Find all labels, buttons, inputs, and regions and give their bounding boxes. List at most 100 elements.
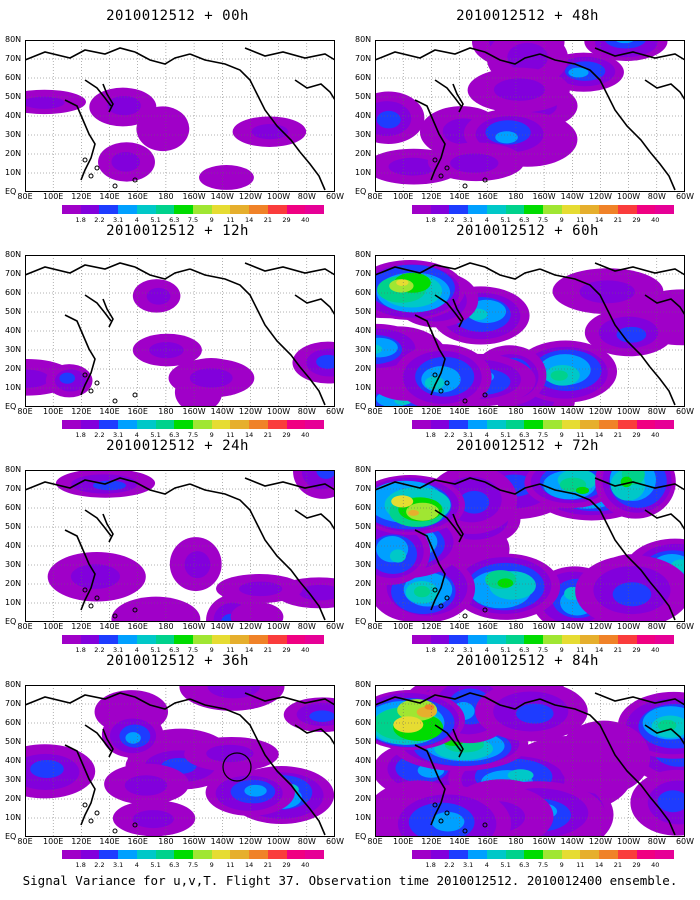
lat-tick-label: 30N (355, 345, 372, 354)
colorbar-label: 6.3 (169, 861, 180, 869)
map-plot (25, 685, 335, 837)
island-outline (482, 392, 488, 398)
lon-tick-label: 160W (532, 837, 556, 846)
lon-tick-label: 160W (182, 622, 206, 631)
lon-tick-label: 80W (297, 622, 316, 631)
colorbar-swatch (267, 205, 287, 214)
map-frame (25, 255, 335, 407)
lon-tick-label: 140E (99, 837, 120, 846)
colorbar-label: 21 (613, 646, 622, 654)
colorbar-label: 29 (632, 861, 641, 869)
colorbar-swatch (505, 205, 525, 214)
island-outline (132, 177, 138, 183)
colorbar (412, 850, 675, 859)
coastline (25, 262, 136, 276)
map-frame (375, 470, 685, 622)
island-outline (82, 587, 88, 593)
colorbar-swatch (412, 205, 431, 214)
lat-tick-label: 60N (355, 503, 372, 512)
colorbar (412, 205, 675, 214)
colorbar-swatch (211, 635, 231, 644)
colorbar-label: 11 (226, 431, 235, 439)
lon-tick-label: 140E (99, 192, 120, 201)
island-outline (432, 802, 438, 808)
coastline (64, 529, 96, 611)
colorbar-label: 6.3 (519, 861, 530, 869)
lon-tick-label: 120E (421, 622, 442, 631)
variance-contour (424, 704, 435, 710)
colorbar-swatch (174, 420, 194, 429)
coastline (539, 483, 651, 583)
colorbar-swatch (211, 420, 231, 429)
lon-tick-label: 140W (210, 192, 234, 201)
lat-tick-label: 10N (355, 598, 372, 607)
colorbar (62, 205, 325, 214)
island-outline (438, 818, 444, 824)
colorbar-label: 9 (209, 216, 214, 224)
colorbar-label: 3.1 (112, 431, 124, 439)
lat-tick-label: 30N (355, 775, 372, 784)
lon-tick-label: 60W (675, 622, 695, 631)
colorbar-label: 40 (651, 431, 660, 439)
colorbar (62, 850, 325, 859)
lon-tick-label: 80E (17, 622, 33, 631)
lat-tick-label: 40N (5, 326, 22, 335)
colorbar-swatch (193, 420, 212, 429)
colorbar-swatch (230, 205, 250, 214)
colorbar-swatch (636, 420, 656, 429)
lat-tick-label: 60N (355, 718, 372, 727)
colorbar-label: 9 (559, 431, 564, 439)
colorbar-label: 40 (301, 646, 310, 654)
lon-tick-label: 140W (210, 837, 234, 846)
lon-tick-label: 100W (617, 622, 641, 631)
colorbar-swatch (155, 420, 175, 429)
lat-tick-label: 20N (5, 149, 22, 158)
colorbar-swatch (80, 850, 100, 859)
variance-contour (431, 811, 465, 832)
map-panel: 2010012512 + 00h 80N 70N 60N 50N 40N 30N 20N 10N… (5, 8, 350, 233)
lon-tick-label: 160W (182, 407, 206, 416)
variance-contour (298, 584, 335, 601)
coastline (134, 51, 191, 65)
coastline (244, 47, 335, 61)
island-outline (82, 372, 88, 378)
lat-tick-label: 50N (5, 522, 22, 531)
coastline (64, 744, 96, 826)
variance-contour (375, 337, 398, 358)
coastline (102, 298, 114, 328)
lon-tick-label: 80W (647, 622, 666, 631)
colorbar-swatch (580, 635, 600, 644)
coastline (299, 581, 326, 621)
coastline (452, 728, 464, 758)
coastline (25, 692, 136, 706)
lat-tick-label: 30N (5, 130, 22, 139)
colorbar-swatch (543, 850, 562, 859)
map-plot (375, 255, 685, 407)
panel-title: 2010012512 + 12h (106, 223, 249, 239)
variance-contour (199, 165, 254, 190)
island-outline (462, 183, 468, 189)
colorbar-label: 7.5 (187, 861, 199, 869)
colorbar-label: 9 (559, 646, 564, 654)
colorbar-swatch (249, 420, 268, 429)
lat-tick-label: 30N (355, 560, 372, 569)
lat-tick-label: EQ (355, 402, 367, 411)
colorbar-label: 3.1 (112, 861, 124, 869)
island-outline (94, 380, 100, 386)
lat-tick-label: 60N (5, 288, 22, 297)
colorbar-swatch (468, 420, 487, 429)
coastline (84, 79, 112, 107)
lon-tick-label: 60W (675, 837, 695, 846)
panel-title: 2010012512 + 36h (106, 653, 249, 669)
colorbar-label: 5.1 (150, 216, 161, 224)
island-outline (482, 822, 488, 828)
lat-tick-label: 70N (355, 484, 372, 493)
variance-contour (408, 509, 420, 516)
colorbar-label: 7.5 (187, 216, 199, 224)
coastline (294, 79, 335, 101)
lon-tick-label: 120E (71, 407, 92, 416)
colorbar-label: 7.5 (537, 431, 549, 439)
lat-tick-label: EQ (5, 187, 17, 196)
coastline (539, 53, 651, 153)
panel-title: 2010012512 + 60h (456, 223, 599, 239)
